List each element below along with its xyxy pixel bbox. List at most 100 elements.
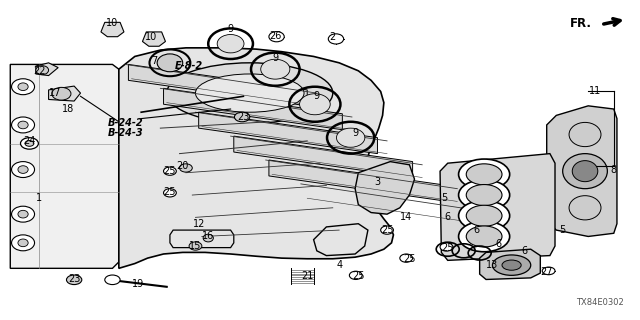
Text: 1: 1 bbox=[36, 193, 42, 203]
Ellipse shape bbox=[189, 242, 202, 250]
Ellipse shape bbox=[400, 254, 413, 262]
Polygon shape bbox=[129, 64, 307, 106]
Ellipse shape bbox=[25, 140, 34, 146]
Ellipse shape bbox=[459, 180, 509, 210]
Text: 26: 26 bbox=[269, 31, 282, 41]
Text: 12: 12 bbox=[193, 219, 205, 229]
Ellipse shape bbox=[459, 221, 509, 252]
Ellipse shape bbox=[12, 206, 35, 222]
Ellipse shape bbox=[337, 128, 365, 147]
Ellipse shape bbox=[328, 34, 344, 44]
Ellipse shape bbox=[36, 66, 49, 75]
Text: 4: 4 bbox=[336, 260, 342, 270]
Text: 27: 27 bbox=[540, 267, 553, 276]
Text: 24: 24 bbox=[23, 136, 36, 146]
Text: 25: 25 bbox=[164, 166, 176, 176]
Ellipse shape bbox=[12, 162, 35, 178]
Ellipse shape bbox=[18, 83, 28, 91]
Ellipse shape bbox=[569, 123, 601, 147]
Polygon shape bbox=[355, 162, 415, 214]
Text: 10: 10 bbox=[106, 18, 118, 28]
Text: 6: 6 bbox=[445, 212, 451, 222]
Ellipse shape bbox=[492, 255, 531, 275]
Ellipse shape bbox=[18, 210, 28, 218]
Text: FR.: FR. bbox=[570, 17, 591, 30]
Ellipse shape bbox=[217, 35, 244, 53]
Polygon shape bbox=[198, 112, 378, 154]
Text: 9: 9 bbox=[314, 91, 320, 101]
Text: 25: 25 bbox=[352, 271, 365, 281]
Ellipse shape bbox=[440, 243, 453, 251]
Text: 22: 22 bbox=[33, 66, 45, 76]
Ellipse shape bbox=[195, 74, 304, 112]
Polygon shape bbox=[269, 160, 448, 201]
Ellipse shape bbox=[467, 185, 502, 205]
Polygon shape bbox=[119, 48, 394, 268]
Ellipse shape bbox=[157, 54, 182, 72]
Ellipse shape bbox=[105, 275, 120, 284]
Text: 11: 11 bbox=[588, 86, 601, 97]
Text: 5: 5 bbox=[559, 225, 566, 235]
Text: 9: 9 bbox=[228, 24, 234, 34]
Ellipse shape bbox=[18, 239, 28, 247]
Polygon shape bbox=[479, 249, 540, 279]
Text: 16: 16 bbox=[202, 231, 214, 242]
Text: 2: 2 bbox=[330, 32, 336, 42]
Ellipse shape bbox=[167, 63, 333, 123]
Text: 6: 6 bbox=[522, 246, 527, 256]
Polygon shape bbox=[547, 106, 617, 236]
Polygon shape bbox=[10, 64, 119, 268]
Ellipse shape bbox=[12, 235, 35, 251]
Ellipse shape bbox=[459, 159, 509, 190]
Ellipse shape bbox=[12, 79, 35, 95]
Text: TX84E0302: TX84E0302 bbox=[575, 298, 623, 307]
Ellipse shape bbox=[467, 205, 502, 226]
Text: 8: 8 bbox=[611, 164, 617, 174]
Text: 6: 6 bbox=[474, 225, 479, 235]
Text: E-8-2: E-8-2 bbox=[175, 61, 203, 71]
Ellipse shape bbox=[12, 117, 35, 133]
Text: 10: 10 bbox=[145, 32, 157, 42]
Polygon shape bbox=[143, 32, 166, 46]
Ellipse shape bbox=[459, 200, 509, 231]
Polygon shape bbox=[440, 154, 555, 260]
Ellipse shape bbox=[542, 267, 555, 275]
Text: 25: 25 bbox=[381, 225, 394, 235]
Text: 13: 13 bbox=[486, 260, 499, 270]
Text: 25: 25 bbox=[164, 187, 176, 197]
Ellipse shape bbox=[467, 226, 502, 247]
Ellipse shape bbox=[20, 138, 38, 149]
Ellipse shape bbox=[300, 94, 330, 115]
Polygon shape bbox=[234, 136, 413, 178]
Ellipse shape bbox=[381, 226, 394, 234]
Ellipse shape bbox=[18, 166, 28, 173]
Ellipse shape bbox=[52, 87, 71, 100]
Text: 14: 14 bbox=[400, 212, 412, 222]
Text: 9: 9 bbox=[352, 128, 358, 138]
Ellipse shape bbox=[67, 275, 82, 284]
Text: 15: 15 bbox=[189, 241, 202, 251]
Text: 25: 25 bbox=[442, 243, 454, 252]
Text: 5: 5 bbox=[442, 193, 447, 203]
Ellipse shape bbox=[269, 32, 284, 42]
Ellipse shape bbox=[179, 164, 192, 172]
Text: 3: 3 bbox=[374, 177, 381, 187]
Ellipse shape bbox=[563, 154, 607, 189]
Polygon shape bbox=[164, 88, 342, 130]
Text: B-24-2: B-24-2 bbox=[108, 118, 143, 128]
Text: 6: 6 bbox=[496, 239, 502, 249]
Ellipse shape bbox=[203, 234, 213, 242]
Ellipse shape bbox=[467, 164, 502, 185]
Ellipse shape bbox=[502, 260, 521, 270]
Text: 9: 9 bbox=[272, 53, 278, 63]
Ellipse shape bbox=[572, 161, 598, 182]
Ellipse shape bbox=[260, 59, 290, 79]
Ellipse shape bbox=[569, 196, 601, 220]
Text: 25: 25 bbox=[403, 254, 415, 264]
Polygon shape bbox=[101, 22, 124, 37]
Text: 17: 17 bbox=[49, 88, 61, 98]
Text: 20: 20 bbox=[177, 161, 189, 172]
Ellipse shape bbox=[349, 271, 362, 279]
Text: 7: 7 bbox=[151, 56, 157, 66]
Text: 21: 21 bbox=[301, 271, 314, 281]
